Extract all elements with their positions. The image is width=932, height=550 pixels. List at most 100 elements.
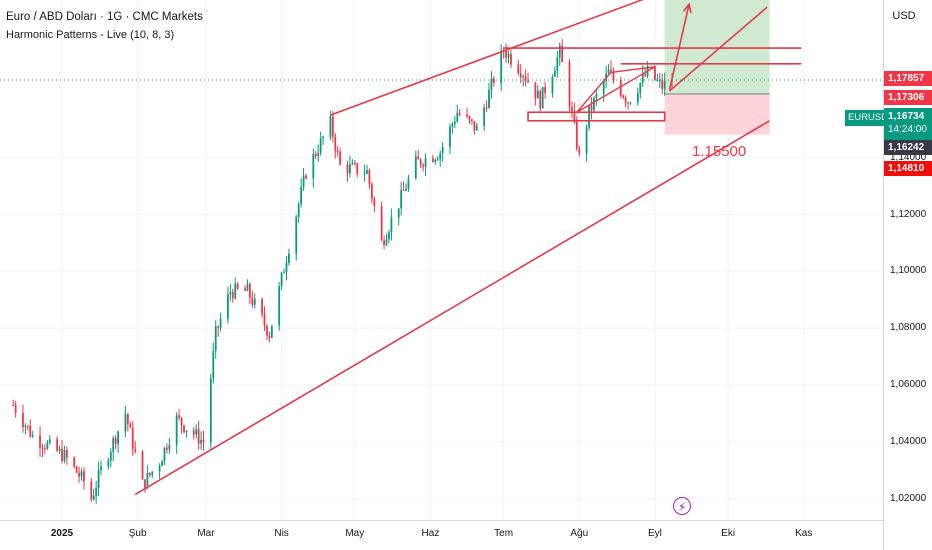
candle-up bbox=[656, 79, 659, 81]
candle-up bbox=[585, 127, 588, 154]
price-label-entry: 1,16242 bbox=[884, 140, 932, 155]
candle-down bbox=[612, 71, 615, 81]
candle-up bbox=[424, 158, 427, 167]
candle-up bbox=[483, 107, 486, 126]
support-zone bbox=[527, 111, 666, 122]
candle-down bbox=[131, 427, 134, 450]
candle-down bbox=[485, 107, 488, 109]
currency-selector[interactable]: USD bbox=[892, 10, 916, 22]
candle-up bbox=[558, 45, 561, 58]
candle-down bbox=[610, 69, 612, 72]
candle-up bbox=[488, 89, 490, 108]
candle-up bbox=[456, 112, 459, 122]
x-tick-label: 2025 bbox=[50, 528, 74, 539]
candle-up bbox=[317, 153, 320, 157]
candle-down bbox=[65, 450, 68, 458]
price-label-stop: 1,14810 bbox=[884, 161, 932, 176]
candle-down bbox=[44, 448, 46, 450]
candle-up bbox=[92, 495, 95, 500]
candle-down bbox=[380, 206, 383, 241]
candle-up bbox=[641, 74, 644, 83]
bar-countdown: 14:24:00 bbox=[888, 124, 927, 135]
candle-up bbox=[436, 159, 439, 161]
candle-up bbox=[553, 71, 556, 77]
candle-up bbox=[285, 262, 288, 273]
candle-up bbox=[363, 173, 366, 175]
candle-down bbox=[263, 314, 266, 326]
candle-up bbox=[453, 121, 456, 125]
candle-down bbox=[26, 425, 29, 427]
candle-down bbox=[180, 417, 183, 426]
candle-down bbox=[12, 404, 15, 406]
candle-up bbox=[24, 425, 27, 428]
candle-up bbox=[200, 439, 202, 444]
candle-up bbox=[312, 153, 315, 179]
candle-down bbox=[305, 175, 307, 179]
candle-up bbox=[385, 239, 388, 246]
candle-down bbox=[126, 414, 129, 425]
candle-down bbox=[627, 102, 629, 104]
candle-up bbox=[451, 124, 454, 127]
candle-down bbox=[519, 73, 522, 78]
candle-up bbox=[168, 445, 171, 450]
price-label-level-2: 1,17306 bbox=[884, 90, 932, 105]
candle-up bbox=[46, 442, 49, 449]
candle-up bbox=[278, 286, 281, 326]
candle-up bbox=[175, 415, 178, 446]
candle-up bbox=[158, 465, 161, 472]
candle-down bbox=[178, 415, 181, 418]
candle-up bbox=[234, 283, 237, 299]
candle-down bbox=[510, 53, 512, 65]
candle-down bbox=[534, 82, 537, 99]
x-tick-label: Tem bbox=[494, 528, 514, 539]
candle-down bbox=[573, 111, 576, 122]
indicator-legend[interactable]: Harmonic Patterns - Live (10, 8, 3) bbox=[6, 29, 175, 41]
candle-up bbox=[434, 159, 437, 162]
candle-up bbox=[300, 187, 303, 205]
candle-down bbox=[236, 283, 239, 289]
current-price-label: 1,16734 14:24:00 bbox=[884, 108, 932, 140]
candle-up bbox=[219, 318, 222, 328]
candle-up bbox=[146, 472, 149, 488]
candle-up bbox=[214, 326, 217, 351]
candle-down bbox=[373, 198, 376, 207]
x-tick-label: Ağu bbox=[570, 528, 589, 539]
x-tick-label: Şub bbox=[128, 528, 147, 539]
candle-down bbox=[248, 284, 251, 298]
time-axis-separator bbox=[0, 520, 883, 521]
candle-up bbox=[490, 78, 493, 90]
candle-up bbox=[536, 91, 539, 99]
candle-up bbox=[151, 471, 154, 475]
candle-down bbox=[517, 64, 520, 74]
candle-down bbox=[75, 466, 78, 473]
candle-down bbox=[90, 481, 93, 500]
current-price: 1,16734 bbox=[888, 111, 925, 122]
candle-down bbox=[134, 449, 137, 452]
candle-up bbox=[390, 217, 393, 233]
candle-up bbox=[302, 175, 305, 188]
candle-up bbox=[100, 466, 102, 471]
x-tick-label: Eki bbox=[721, 528, 736, 539]
lightning-icon[interactable]: ⚡ bbox=[673, 497, 691, 515]
candle-down bbox=[266, 325, 268, 336]
x-tick-label: Nis bbox=[274, 528, 289, 539]
target-zone bbox=[664, 0, 770, 94]
candle-up bbox=[112, 438, 115, 452]
projection-arrow-head bbox=[682, 2, 692, 14]
candle-down bbox=[166, 447, 168, 450]
y-tick-label: 1,08000 bbox=[890, 322, 927, 334]
candle-down bbox=[473, 121, 476, 131]
candle-up bbox=[124, 414, 127, 432]
symbol-tag: EURUSD bbox=[845, 110, 892, 126]
candle-up bbox=[397, 208, 400, 218]
grid-lines bbox=[0, 0, 883, 520]
candle-up bbox=[639, 82, 642, 93]
y-tick-label: 1,02000 bbox=[890, 492, 927, 504]
candle-up bbox=[31, 435, 34, 437]
candle-up bbox=[227, 294, 229, 319]
candle-up bbox=[351, 163, 354, 165]
y-tick-label: 1,14000 bbox=[890, 151, 927, 163]
candle-down bbox=[83, 471, 85, 482]
symbol-title[interactable]: Euro / ABD Doları · 1G · CMC Markets bbox=[6, 11, 203, 23]
